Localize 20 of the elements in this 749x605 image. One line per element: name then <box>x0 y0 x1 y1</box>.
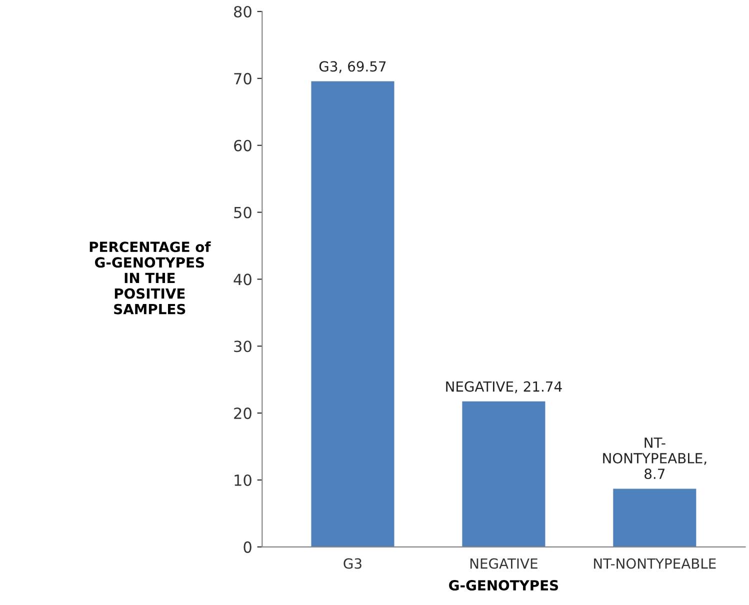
y-tick-label: 80 <box>234 6 252 18</box>
x-tick-label: NT-NONTYPEABLE <box>594 558 716 569</box>
x-tick-label: G3 <box>344 558 362 569</box>
bar <box>613 488 696 547</box>
data-label: NEGATIVE, 21.74 <box>446 381 562 394</box>
data-label: NT- NONTYPEABLE, 8.7 <box>603 438 706 480</box>
y-tick-label: 40 <box>234 274 252 286</box>
bar <box>311 81 394 547</box>
y-tick-label: 50 <box>234 206 252 218</box>
y-tick-label: 70 <box>234 72 252 84</box>
data-label: G3, 69.57 <box>319 61 386 74</box>
x-tick-label: NEGATIVE <box>470 558 538 569</box>
x-axis-title: G-GENOTYPES <box>449 580 558 591</box>
y-tick-label: 0 <box>244 541 252 553</box>
y-tick-label: 60 <box>234 140 252 152</box>
y-tick-label: 30 <box>234 340 252 352</box>
bar <box>462 401 546 547</box>
y-tick-label: 20 <box>234 408 252 420</box>
y-tick-label: 10 <box>234 474 252 486</box>
y-axis-title: PERCENTAGE of G-GENOTYPES IN THE POSITIVE SAMPLES <box>90 241 211 314</box>
